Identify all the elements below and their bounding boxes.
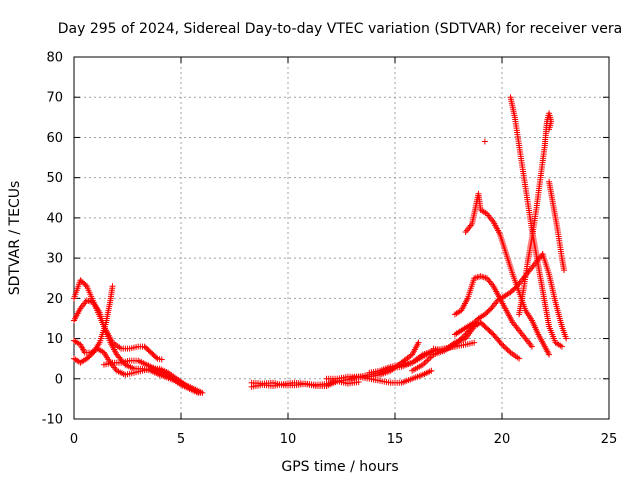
series-arc-18 xyxy=(546,178,568,274)
y-tick-label: 20 xyxy=(46,292,63,307)
plot-frame xyxy=(73,56,610,420)
data-point xyxy=(158,356,165,363)
y-tick-label: 60 xyxy=(46,131,63,146)
y-tick-label: 80 xyxy=(46,51,63,66)
data-point xyxy=(500,342,507,349)
chart-title: Day 295 of 2024, Sidereal Day-to-day VTE… xyxy=(58,21,622,37)
data-point xyxy=(428,367,435,374)
data-point xyxy=(528,343,535,350)
data-point xyxy=(506,348,513,355)
series-arc-15 xyxy=(462,190,553,358)
data-point xyxy=(546,351,553,358)
y-tick-label: 40 xyxy=(46,211,63,226)
x-axis-label: GPS time / hours xyxy=(281,459,398,475)
data-point xyxy=(516,355,523,362)
x-tick-label: 15 xyxy=(387,432,404,447)
data-point xyxy=(563,335,570,342)
data-point xyxy=(546,126,553,133)
data-point xyxy=(561,267,568,274)
y-tick-label: 0 xyxy=(55,372,63,387)
data-point xyxy=(477,319,484,326)
series-arc-17 xyxy=(516,110,555,318)
y-tick-label: 70 xyxy=(46,91,63,106)
data-point xyxy=(558,343,565,350)
data-point xyxy=(471,319,478,326)
plot-border xyxy=(73,56,610,420)
data-point xyxy=(474,316,481,323)
series-arc-10 xyxy=(355,367,435,386)
series-outlier xyxy=(481,138,488,145)
y-tick-label: 10 xyxy=(46,332,63,347)
data-point xyxy=(472,318,479,325)
data-point xyxy=(355,378,362,385)
series-arc-13 xyxy=(451,273,535,350)
x-tick-label: 0 xyxy=(70,432,78,447)
y-tick-label: -10 xyxy=(42,413,63,428)
data-point xyxy=(471,339,478,346)
y-tick-label: 50 xyxy=(46,171,63,186)
data-point xyxy=(503,345,510,352)
data-point xyxy=(497,340,504,347)
data-point xyxy=(153,354,160,361)
series-arc-19 xyxy=(539,251,570,342)
x-tick-label: 10 xyxy=(280,432,297,447)
x-tick-labels: 0 5 10 15 20 25 xyxy=(70,432,617,447)
y-tick-label: 30 xyxy=(46,252,63,267)
x-tick-label: 25 xyxy=(601,432,618,447)
data-point xyxy=(109,283,116,290)
y-axis-label: SDTVAR / TECUs xyxy=(7,181,23,296)
data-point xyxy=(415,339,422,346)
data-markers xyxy=(71,94,570,396)
data-point xyxy=(499,341,505,348)
series-arc-12 xyxy=(430,319,484,354)
x-tick-label: 5 xyxy=(177,432,185,447)
data-point xyxy=(487,306,494,313)
tick-marks xyxy=(73,56,610,420)
y-tick-labels: -10 0 10 20 30 40 50 60 70 80 xyxy=(42,51,63,428)
data-point xyxy=(489,330,496,337)
data-point xyxy=(501,344,508,351)
x-tick-label: 20 xyxy=(494,432,511,447)
data-point xyxy=(195,389,202,396)
data-point xyxy=(82,282,89,289)
data-point xyxy=(481,138,488,145)
series-arc-5 xyxy=(100,357,202,396)
data-point xyxy=(504,346,511,353)
